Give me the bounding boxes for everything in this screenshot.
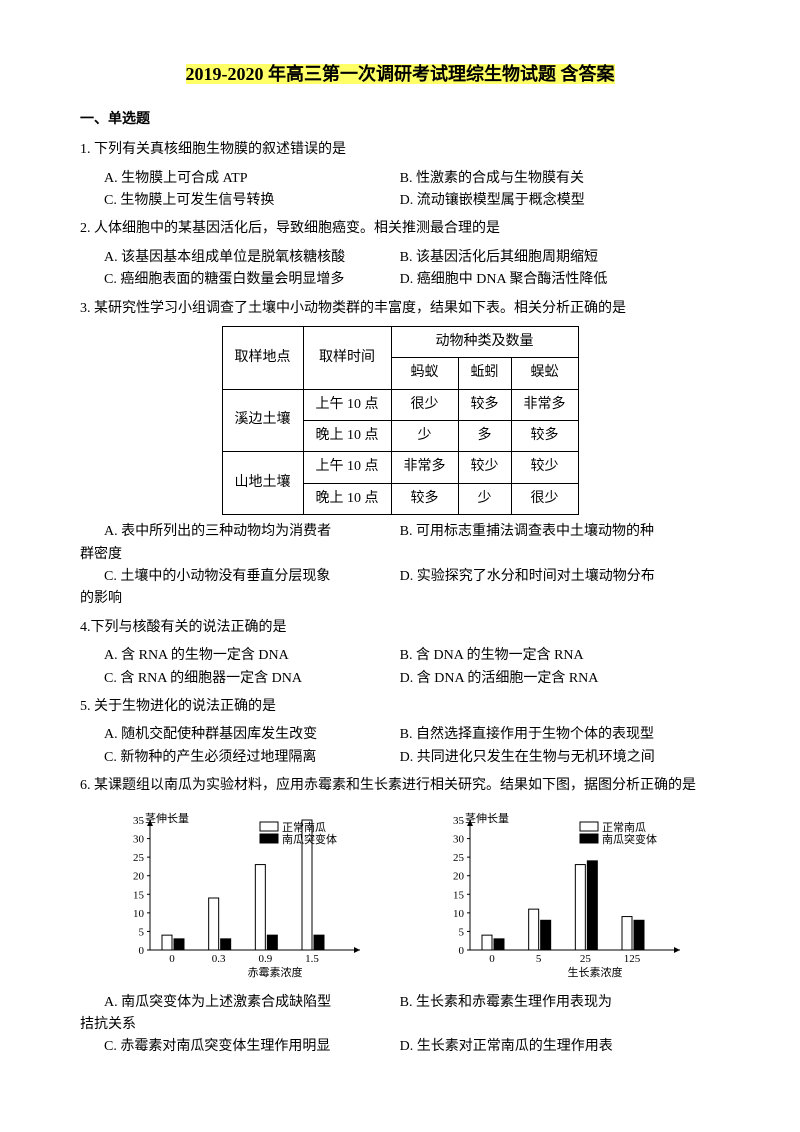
table-cell: 很少: [511, 483, 578, 514]
svg-text:15: 15: [453, 889, 465, 901]
svg-text:5: 5: [459, 926, 465, 938]
svg-text:0: 0: [169, 953, 175, 965]
q3-option-a: A. 表中所列出的三种动物均为消费者: [104, 521, 400, 543]
svg-text:正常南瓜: 正常南瓜: [282, 821, 326, 834]
svg-text:正常南瓜: 正常南瓜: [602, 821, 646, 834]
table-header-centipede: 蜈蚣: [511, 358, 578, 389]
question-3-stem: 3. 某研究性学习小组调查了土壤中小动物类群的丰富度，结果如下表。相关分析正确的…: [80, 298, 720, 320]
q6-option-d: D. 生长素对正常南瓜的生理作用表: [400, 1036, 696, 1058]
q3-option-c: C. 土壤中的小动物没有垂直分层现象: [104, 566, 400, 588]
table-cell: 多: [458, 421, 511, 452]
table-header-ant: 蚂蚁: [391, 358, 458, 389]
q4-option-a: A. 含 RNA 的生物一定含 DNA: [104, 645, 400, 667]
q1-option-a: A. 生物膜上可合成 ATP: [104, 168, 400, 190]
table-header-species: 动物种类及数量: [391, 326, 578, 357]
q5-option-c: C. 新物种的产生必须经过地理隔离: [104, 747, 400, 769]
q2-option-d: D. 癌细胞中 DNA 聚合酶活性降低: [400, 269, 696, 291]
svg-text:1.5: 1.5: [305, 953, 319, 965]
svg-text:35: 35: [133, 815, 145, 827]
svg-text:35: 35: [453, 815, 465, 827]
svg-text:10: 10: [453, 907, 465, 919]
q5-option-b: B. 自然选择直接作用于生物个体的表现型: [400, 724, 696, 746]
svg-text:0: 0: [489, 953, 495, 965]
svg-text:25: 25: [133, 852, 145, 864]
question-2-stem: 2. 人体细胞中的某基因活化后，导致细胞癌变。相关推测最合理的是: [80, 218, 720, 240]
q1-option-b: B. 性激素的合成与生物膜有关: [400, 168, 696, 190]
table-cell: 晚上 10 点: [303, 421, 391, 452]
table-cell: 较少: [458, 452, 511, 483]
q6-option-a: A. 南瓜突变体为上述激素合成缺陷型: [104, 992, 400, 1014]
svg-text:茎伸长量: 茎伸长量: [145, 812, 189, 825]
table-header-location: 取样地点: [222, 326, 303, 389]
svg-text:茎伸长量: 茎伸长量: [465, 812, 509, 825]
q4-option-c: C. 含 RNA 的细胞器一定含 DNA: [104, 668, 400, 690]
table-loc-stream: 溪边土壤: [222, 389, 303, 452]
table-cell: 晚上 10 点: [303, 483, 391, 514]
title-highlight: 2019-2020 年高三第一次调研考试理综生物试题 含答案: [186, 64, 615, 84]
q3-table: 取样地点 取样时间 动物种类及数量 蚂蚁 蚯蚓 蜈蚣 溪边土壤 上午 10 点 …: [222, 326, 579, 515]
svg-text:赤霉素浓度: 赤霉素浓度: [248, 965, 303, 979]
table-cell: 较多: [511, 421, 578, 452]
table-cell: 非常多: [391, 452, 458, 483]
table-cell: 少: [391, 421, 458, 452]
table-cell: 非常多: [511, 389, 578, 420]
svg-text:5: 5: [536, 953, 542, 965]
svg-text:南瓜突变体: 南瓜突变体: [602, 832, 657, 846]
q2-option-b: B. 该基因活化后其细胞周期缩短: [400, 247, 696, 269]
page-title: 2019-2020 年高三第一次调研考试理综生物试题 含答案: [80, 60, 720, 89]
q6-option-b-cont: 拮抗关系: [80, 1014, 720, 1036]
q4-option-b: B. 含 DNA 的生物一定含 RNA: [400, 645, 696, 667]
q5-option-d: D. 共同进化只发生在生物与无机环境之间: [400, 747, 696, 769]
q2-option-c: C. 癌细胞表面的糖蛋白数量会明显增多: [104, 269, 400, 291]
svg-text:0: 0: [459, 945, 465, 957]
table-loc-mountain: 山地土壤: [222, 452, 303, 515]
table-cell: 很少: [391, 389, 458, 420]
table-header-earthworm: 蚯蚓: [458, 358, 511, 389]
q1-option-d: D. 流动镶嵌模型属于概念模型: [400, 190, 696, 212]
svg-text:生长素浓度: 生长素浓度: [568, 965, 623, 979]
table-cell: 较多: [391, 483, 458, 514]
svg-text:25: 25: [453, 852, 465, 864]
q3-option-d: D. 实验探究了水分和时间对土壤动物分布: [400, 566, 696, 588]
svg-text:0: 0: [139, 945, 145, 957]
q6-option-c: C. 赤霉素对南瓜突变体生理作用明显: [104, 1036, 400, 1058]
svg-text:15: 15: [133, 889, 145, 901]
svg-text:南瓜突变体: 南瓜突变体: [282, 832, 337, 846]
q3-option-d-cont: 的影响: [80, 588, 720, 610]
q3-option-b-cont: 群密度: [80, 544, 720, 566]
chart-auxin: 0 5 10 15 20 25 30 35茎伸长量 0 5 25 125生长素浓度 正常南瓜南瓜突变体: [430, 810, 690, 980]
svg-text:20: 20: [133, 870, 145, 882]
q4-option-d: D. 含 DNA 的活细胞一定含 RNA: [400, 668, 696, 690]
q3-option-b: B. 可用标志重捕法调查表中土壤动物的种: [400, 521, 696, 543]
svg-text:0.3: 0.3: [212, 953, 226, 965]
table-cell: 上午 10 点: [303, 452, 391, 483]
svg-text:20: 20: [453, 870, 465, 882]
q1-option-c: C. 生物膜上可发生信号转换: [104, 190, 400, 212]
question-5-stem: 5. 关于生物进化的说法正确的是: [80, 696, 720, 718]
q2-option-a: A. 该基因基本组成单位是脱氧核糖核酸: [104, 247, 400, 269]
svg-text:0.9: 0.9: [258, 953, 272, 965]
svg-text:30: 30: [453, 833, 465, 845]
question-1-stem: 1. 下列有关真核细胞生物膜的叙述错误的是: [80, 139, 720, 161]
svg-text:30: 30: [133, 833, 145, 845]
section-1-heading: 一、单选题: [80, 109, 720, 131]
chart-gibberellin: 0 5 10 15 20 25 30 35茎伸长量 0 0.3 0.9 1.5赤霉素浓度 正常南瓜南瓜突…: [110, 810, 370, 980]
table-cell: 上午 10 点: [303, 389, 391, 420]
q6-option-b: B. 生长素和赤霉素生理作用表现为: [400, 992, 696, 1014]
svg-text:10: 10: [133, 907, 145, 919]
q5-option-a: A. 随机交配使种群基因库发生改变: [104, 724, 400, 746]
table-cell: 少: [458, 483, 511, 514]
table-header-time: 取样时间: [303, 326, 391, 389]
table-cell: 较少: [511, 452, 578, 483]
table-cell: 较多: [458, 389, 511, 420]
question-4-stem: 4.下列与核酸有关的说法正确的是: [80, 617, 720, 639]
svg-text:25: 25: [580, 953, 592, 965]
svg-text:125: 125: [624, 953, 641, 965]
svg-text:5: 5: [139, 926, 145, 938]
question-6-stem: 6. 某课题组以南瓜为实验材料，应用赤霉素和生长素进行相关研究。结果如下图，据图…: [80, 775, 720, 797]
